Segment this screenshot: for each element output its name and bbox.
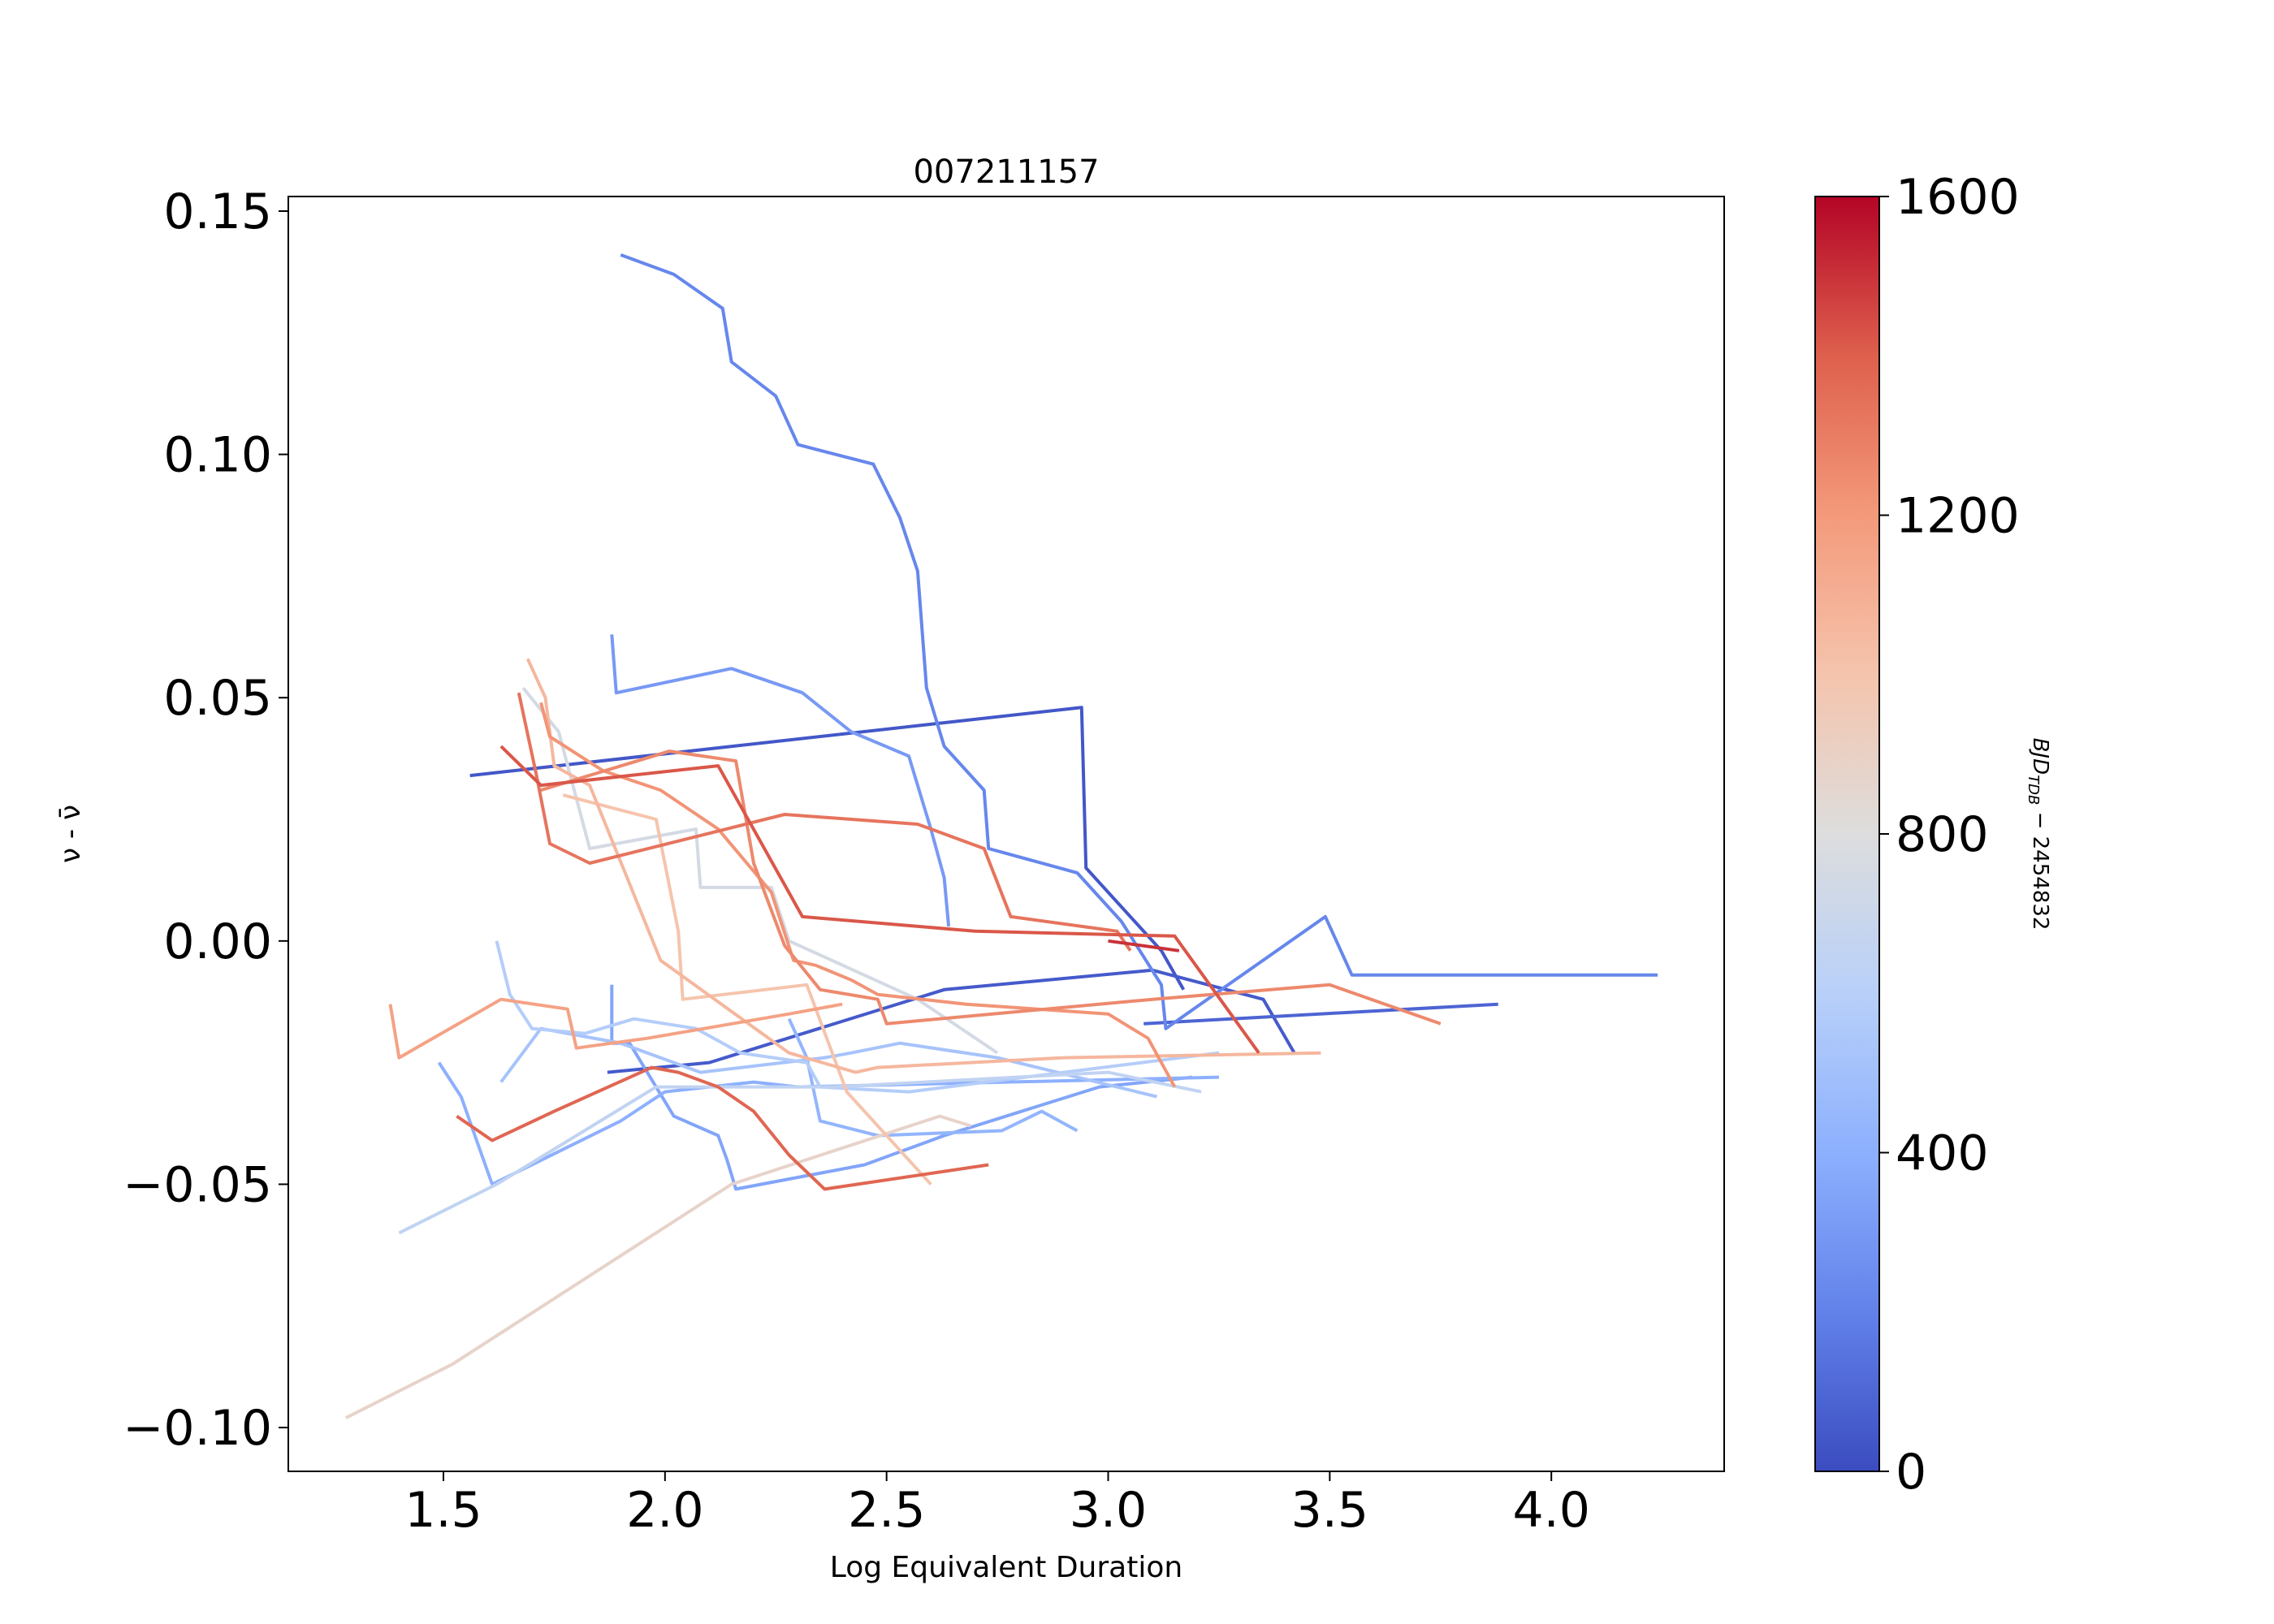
series-line-18: [540, 749, 1442, 1026]
x-tick-label: 4.0: [1512, 1482, 1589, 1539]
series-line-15: [525, 658, 1321, 1074]
colorbar-ticks: 0 400 800 1200 1600: [1879, 169, 2020, 1501]
colorbar-label: BJDTDB − 2454832: [2025, 738, 2052, 931]
series-line-2: [607, 968, 1296, 1074]
series-line-12: [521, 686, 999, 1055]
x-tick-label: 3.0: [1070, 1482, 1147, 1539]
series-line-17: [539, 702, 1177, 1088]
series-line-20: [456, 1065, 989, 1191]
series-line-5: [610, 634, 951, 927]
y-tick-label: 0.00: [163, 914, 272, 970]
colorbar-tick-label: 0: [1896, 1444, 1926, 1501]
y-axis: 0.15 0.10 0.05 0.00 −0.05 −0.10: [123, 184, 288, 1457]
y-tick-label: 0.05: [163, 670, 272, 727]
x-tick-label: 2.0: [626, 1482, 703, 1539]
plot-frame: [287, 196, 1725, 1472]
series-layer: [345, 253, 1658, 1419]
series-line-16: [388, 997, 843, 1060]
x-tick-label: 2.5: [848, 1482, 925, 1539]
series-line-19: [517, 692, 1132, 952]
colorbar-tick-label: 1600: [1896, 169, 2020, 226]
x-tick-label: 1.5: [404, 1482, 482, 1539]
x-axis: 1.5 2.0 2.5 3.0 3.5 4.0: [404, 1471, 1590, 1539]
chart-title: 007211157: [913, 153, 1099, 191]
series-line-22: [1108, 939, 1180, 952]
colorbar-tick-label: 400: [1896, 1125, 1989, 1182]
y-tick-label: 0.10: [163, 427, 272, 484]
colorbar-tick-label: 800: [1896, 806, 1989, 863]
x-axis-label: Log Equivalent Duration: [830, 1551, 1182, 1584]
series-line-14: [562, 793, 932, 1186]
colorbar-tick-label: 1200: [1896, 488, 2020, 545]
colorbar-gradient: [1814, 196, 1880, 1472]
colorbar: 0 400 800 1200 1600 BJDTDB − 2454832: [1814, 169, 2052, 1501]
y-tick-label: −0.10: [123, 1400, 272, 1457]
y-tick-label: −0.05: [123, 1156, 272, 1213]
series-line-3: [1143, 1002, 1498, 1026]
series-line-11: [398, 1070, 1202, 1235]
x-tick-label: 3.5: [1291, 1482, 1368, 1539]
series-line-21: [499, 745, 1260, 1054]
y-tick-label: 0.15: [163, 184, 272, 240]
y-axis-label: ν - ν̄: [54, 805, 87, 863]
series-line-4: [620, 253, 1658, 1030]
series-line-13: [345, 1114, 971, 1419]
series-line-1: [469, 706, 1186, 991]
